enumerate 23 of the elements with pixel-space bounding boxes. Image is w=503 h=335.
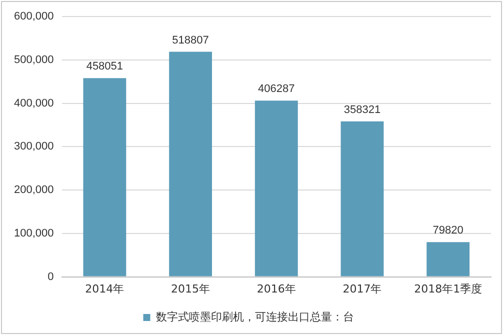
bar [340,121,384,276]
data-label: 518807 [172,34,209,46]
bar [254,100,298,276]
legend-label: 数字式喷墨印刷机，可连接出口总量：台 [156,310,354,324]
x-tick-label: 2017年 [342,282,382,296]
bar [426,242,470,276]
x-tick-label: 2014年 [85,282,124,296]
x-tick-label: 2015年 [171,282,210,296]
data-label: 358321 [344,104,381,116]
bar [83,78,126,276]
bar [169,52,212,276]
y-tick-label: 500,000 [14,54,54,66]
y-tick-label: 400,000 [14,97,54,110]
x-tick-label: 2018年1季度 [414,282,482,296]
y-tick-label: 200,000 [14,184,54,196]
data-label: 406287 [258,83,295,96]
y-tick-label: 300,000 [14,140,54,153]
x-tick-label: 2016年 [256,282,296,296]
y-tick-label: 0 [48,270,54,283]
y-tick-label: 100,000 [14,227,54,240]
data-label: 79820 [432,224,464,237]
data-label: 458051 [86,60,124,73]
y-tick-label: 600,000 [14,10,54,23]
